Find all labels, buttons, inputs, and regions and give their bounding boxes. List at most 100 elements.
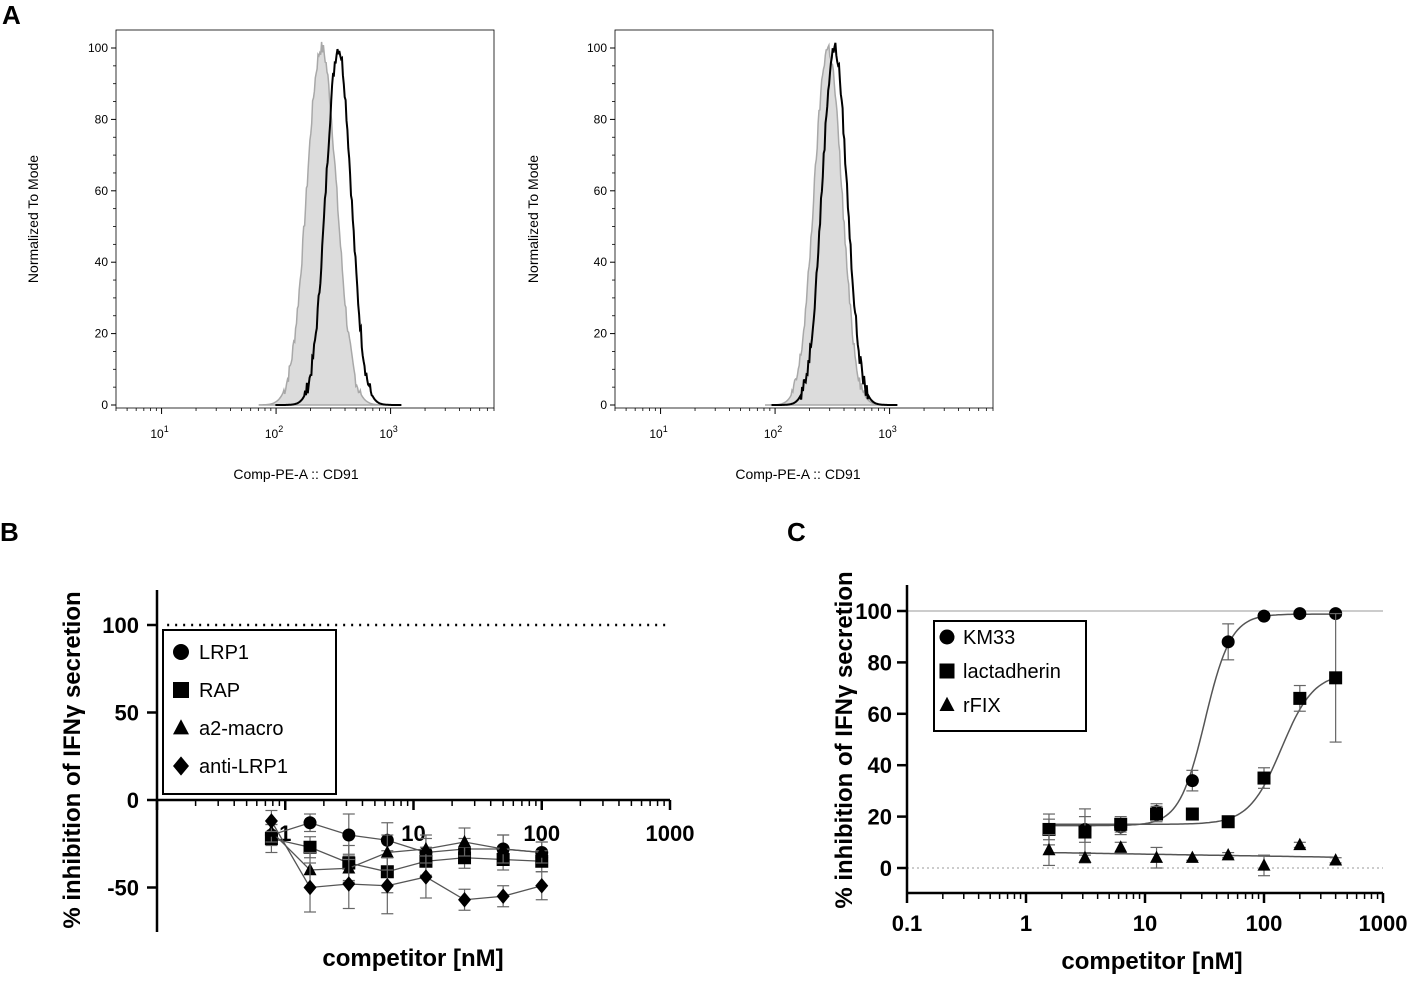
y-tick-label: 80 (594, 112, 608, 126)
data-point-LRP1 (342, 828, 356, 842)
x-tick-label: 10 (401, 821, 425, 846)
x-tick-label: 1000 (646, 821, 695, 846)
legend-label: anti-LRP1 (199, 756, 288, 778)
data-point-anti-LRP1 (264, 813, 278, 829)
panel-letter-c: C (787, 517, 806, 547)
data-point-RAP (303, 840, 317, 854)
chart-c: 0 20 40 60 80 100 0.1 1 10 100 1000 KM33 lactadheri… (831, 571, 1407, 975)
histogram-cd91-line (771, 42, 898, 406)
x-tick-label: 10 (1133, 911, 1157, 936)
legend-marker-a2-macro (173, 719, 189, 735)
data-point-KM33 (1185, 774, 1199, 788)
data-point-anti-LRP1 (419, 869, 433, 885)
y-axis-label: % inhibition of IFNγ secretion (59, 591, 86, 928)
y-tick-label: 100 (88, 41, 108, 55)
data-point-lactadherin (1221, 815, 1235, 829)
y-tick-label: 20 (868, 805, 892, 830)
y-tick-label: 20 (95, 327, 109, 341)
data-point-rFIX (1221, 848, 1235, 861)
y-tick-label: 0 (127, 788, 139, 813)
y-tick-label: 0 (600, 398, 607, 412)
x-tick-label: 103 (379, 424, 397, 441)
legend-marker-rFIX (939, 696, 955, 711)
panel-letter-a: A (2, 0, 21, 30)
histogram-right: 0 20 40 60 80 100 101 102 103 Normalized To Mode… (525, 29, 994, 482)
y-axis-label: % inhibition of IFNγ secretion (831, 571, 858, 908)
fit-curve-KM33 (1049, 613, 1336, 827)
legend-label: a2-macro (199, 718, 283, 740)
legend-label: RAP (199, 680, 240, 702)
data-point-rFIX (1078, 850, 1092, 863)
histogram-cd91-line (275, 48, 402, 406)
y-tick-label: 0 (880, 856, 892, 881)
data-point-KM33 (1257, 609, 1271, 623)
legend-marker-KM33 (939, 629, 955, 645)
data-point-anti-LRP1 (458, 891, 472, 908)
x-axis-label: Comp-PE-A :: CD91 (233, 466, 358, 482)
data-point-lactadherin (1150, 807, 1164, 821)
x-tick-label: 102 (265, 424, 283, 441)
data-point-anti-LRP1 (342, 876, 356, 892)
legend-label: LRP1 (199, 642, 249, 664)
y-tick-label: 100 (587, 41, 607, 55)
legend-label: rFIX (963, 695, 1001, 717)
legend-marker-LRP1 (173, 644, 189, 660)
data-point-anti-LRP1 (303, 879, 317, 896)
data-point-lactadherin (1293, 691, 1307, 705)
data-point-a2-macro (380, 845, 394, 858)
data-point-a2-macro (419, 841, 433, 855)
x-tick-label: 0.1 (892, 911, 923, 936)
data-point-anti-LRP1 (535, 877, 549, 894)
data-point-LRP1 (303, 816, 317, 830)
x-tick-label: 101 (150, 424, 168, 441)
legend-label: lactadherin (963, 661, 1061, 683)
x-tick-label: 100 (1246, 911, 1283, 936)
y-axis-label: Normalized To Mode (525, 155, 541, 283)
legend-marker-anti-LRP1 (173, 756, 189, 776)
y-tick-label: 80 (868, 650, 892, 675)
data-point-a2-macro (496, 841, 510, 855)
data-point-lactadherin (1185, 807, 1199, 821)
data-point-anti-LRP1 (380, 877, 394, 894)
x-axis-label: Comp-PE-A :: CD91 (735, 466, 860, 482)
data-point-rFIX (1185, 850, 1199, 863)
fit-curve-lactadherin (1049, 677, 1336, 826)
histogram-control-filled (765, 42, 891, 406)
x-tick-label: 1 (1020, 911, 1032, 936)
data-point-RAP (458, 851, 472, 865)
y-axis-label: Normalized To Mode (25, 155, 41, 283)
data-point-rFIX (1150, 850, 1164, 863)
data-point-rFIX (1329, 853, 1343, 866)
data-point-anti-LRP1 (496, 888, 510, 905)
data-point-rFIX (1114, 840, 1128, 853)
y-tick-label: 20 (594, 327, 608, 341)
panel-letter-b: B (0, 517, 19, 547)
legend-box (162, 629, 337, 795)
y-tick-label: 60 (868, 702, 892, 727)
data-point-rFIX (1293, 837, 1307, 851)
y-tick-label: 40 (594, 255, 608, 269)
y-tick-label: 50 (115, 701, 139, 726)
legend-box (933, 620, 1087, 732)
x-tick-label: 1000 (1359, 911, 1408, 936)
y-tick-label: 80 (95, 112, 109, 126)
y-tick-label: 40 (868, 753, 892, 778)
data-point-a2-macro (535, 845, 549, 858)
x-tick-label: 103 (878, 424, 896, 441)
series-line-a2-macro (270, 831, 542, 871)
data-point-KM33 (1293, 607, 1307, 621)
y-tick-label: 100 (855, 599, 892, 624)
legend-label: KM33 (963, 627, 1015, 649)
y-tick-label: 100 (102, 613, 139, 638)
histogram-control-filled (258, 41, 385, 406)
y-tick-label: 40 (95, 255, 109, 269)
histogram-left: 0 20 40 60 80 100 101 102 103 Normalized To Mode… (25, 29, 495, 482)
x-axis-label: competitor [nM] (1061, 948, 1242, 975)
data-point-rFIX (1257, 858, 1271, 871)
data-point-lactadherin (1114, 817, 1128, 831)
x-tick-label: 101 (649, 424, 667, 441)
y-tick-label: 60 (594, 184, 608, 198)
data-point-lactadherin (1329, 671, 1343, 685)
data-point-KM33 (1221, 635, 1235, 649)
